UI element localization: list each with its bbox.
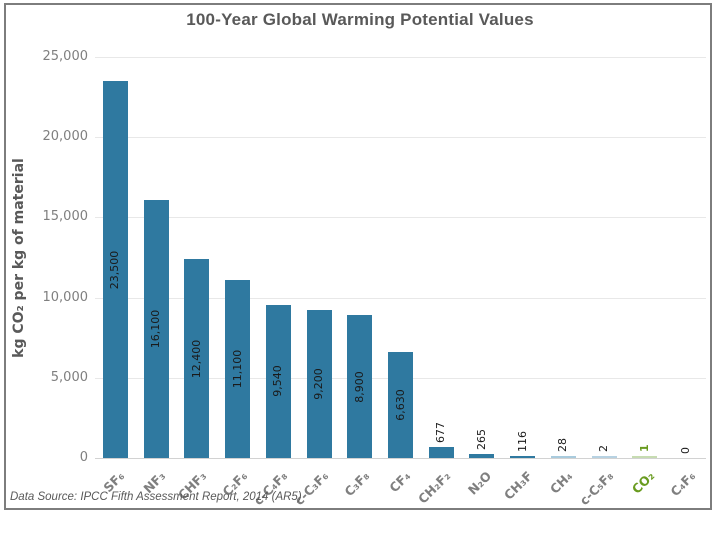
gridline <box>95 57 706 58</box>
bar-3 <box>184 259 210 458</box>
bar-value-label: 2 <box>597 445 611 452</box>
bar-13 <box>591 456 617 458</box>
bar-2 <box>143 199 169 458</box>
bar-value-label: 12,400 <box>189 339 203 378</box>
gridline <box>95 137 706 138</box>
y-tick-label: 0 <box>79 450 88 465</box>
bar-11 <box>510 456 536 458</box>
y-tick-label: 15,000 <box>42 209 89 225</box>
gridline <box>95 298 706 299</box>
bar-12 <box>550 456 576 458</box>
data-source-note: Data Source: IPCC Fifth Assessment Repor… <box>10 491 302 503</box>
bar-value-label: 0 <box>678 447 692 454</box>
bar-1 <box>102 81 128 458</box>
bar-value-label: 28 <box>556 438 570 452</box>
bar-value-label: 11,100 <box>230 349 244 389</box>
bar-value-label: 116 <box>515 431 529 452</box>
bar-14 <box>632 456 658 458</box>
y-tick-label: 5,000 <box>50 369 88 385</box>
bar-value-label: 6,630 <box>393 389 407 421</box>
bar-4 <box>225 279 251 458</box>
chart-title: 100-Year Global Warming Potential Values <box>186 10 534 29</box>
bar-5 <box>265 304 291 458</box>
bar-value-label: 16,100 <box>149 309 163 349</box>
bar-value-label: 265 <box>474 428 488 450</box>
bar-value-label: 8,900 <box>352 370 366 403</box>
x-axis-line <box>95 458 706 459</box>
bar-7 <box>347 315 373 458</box>
bar-value-label: 9,200 <box>312 368 326 400</box>
bar-value-label: 1 <box>637 444 651 452</box>
bar-6 <box>306 310 332 458</box>
bar-value-label: 9,540 <box>271 365 285 398</box>
bar-10 <box>469 453 495 458</box>
y-tick-label: 20,000 <box>42 129 89 145</box>
bar-9 <box>428 447 454 458</box>
y-tick-label: 10,000 <box>42 289 89 305</box>
y-axis-title: kg CO₂ per kg of material <box>11 157 27 358</box>
y-tick-label: 25,000 <box>42 49 89 64</box>
bar-8 <box>388 351 413 458</box>
gridline <box>95 217 706 218</box>
bar-value-label: 677 <box>434 422 448 444</box>
bar-value-label: 23,500 <box>108 250 122 289</box>
